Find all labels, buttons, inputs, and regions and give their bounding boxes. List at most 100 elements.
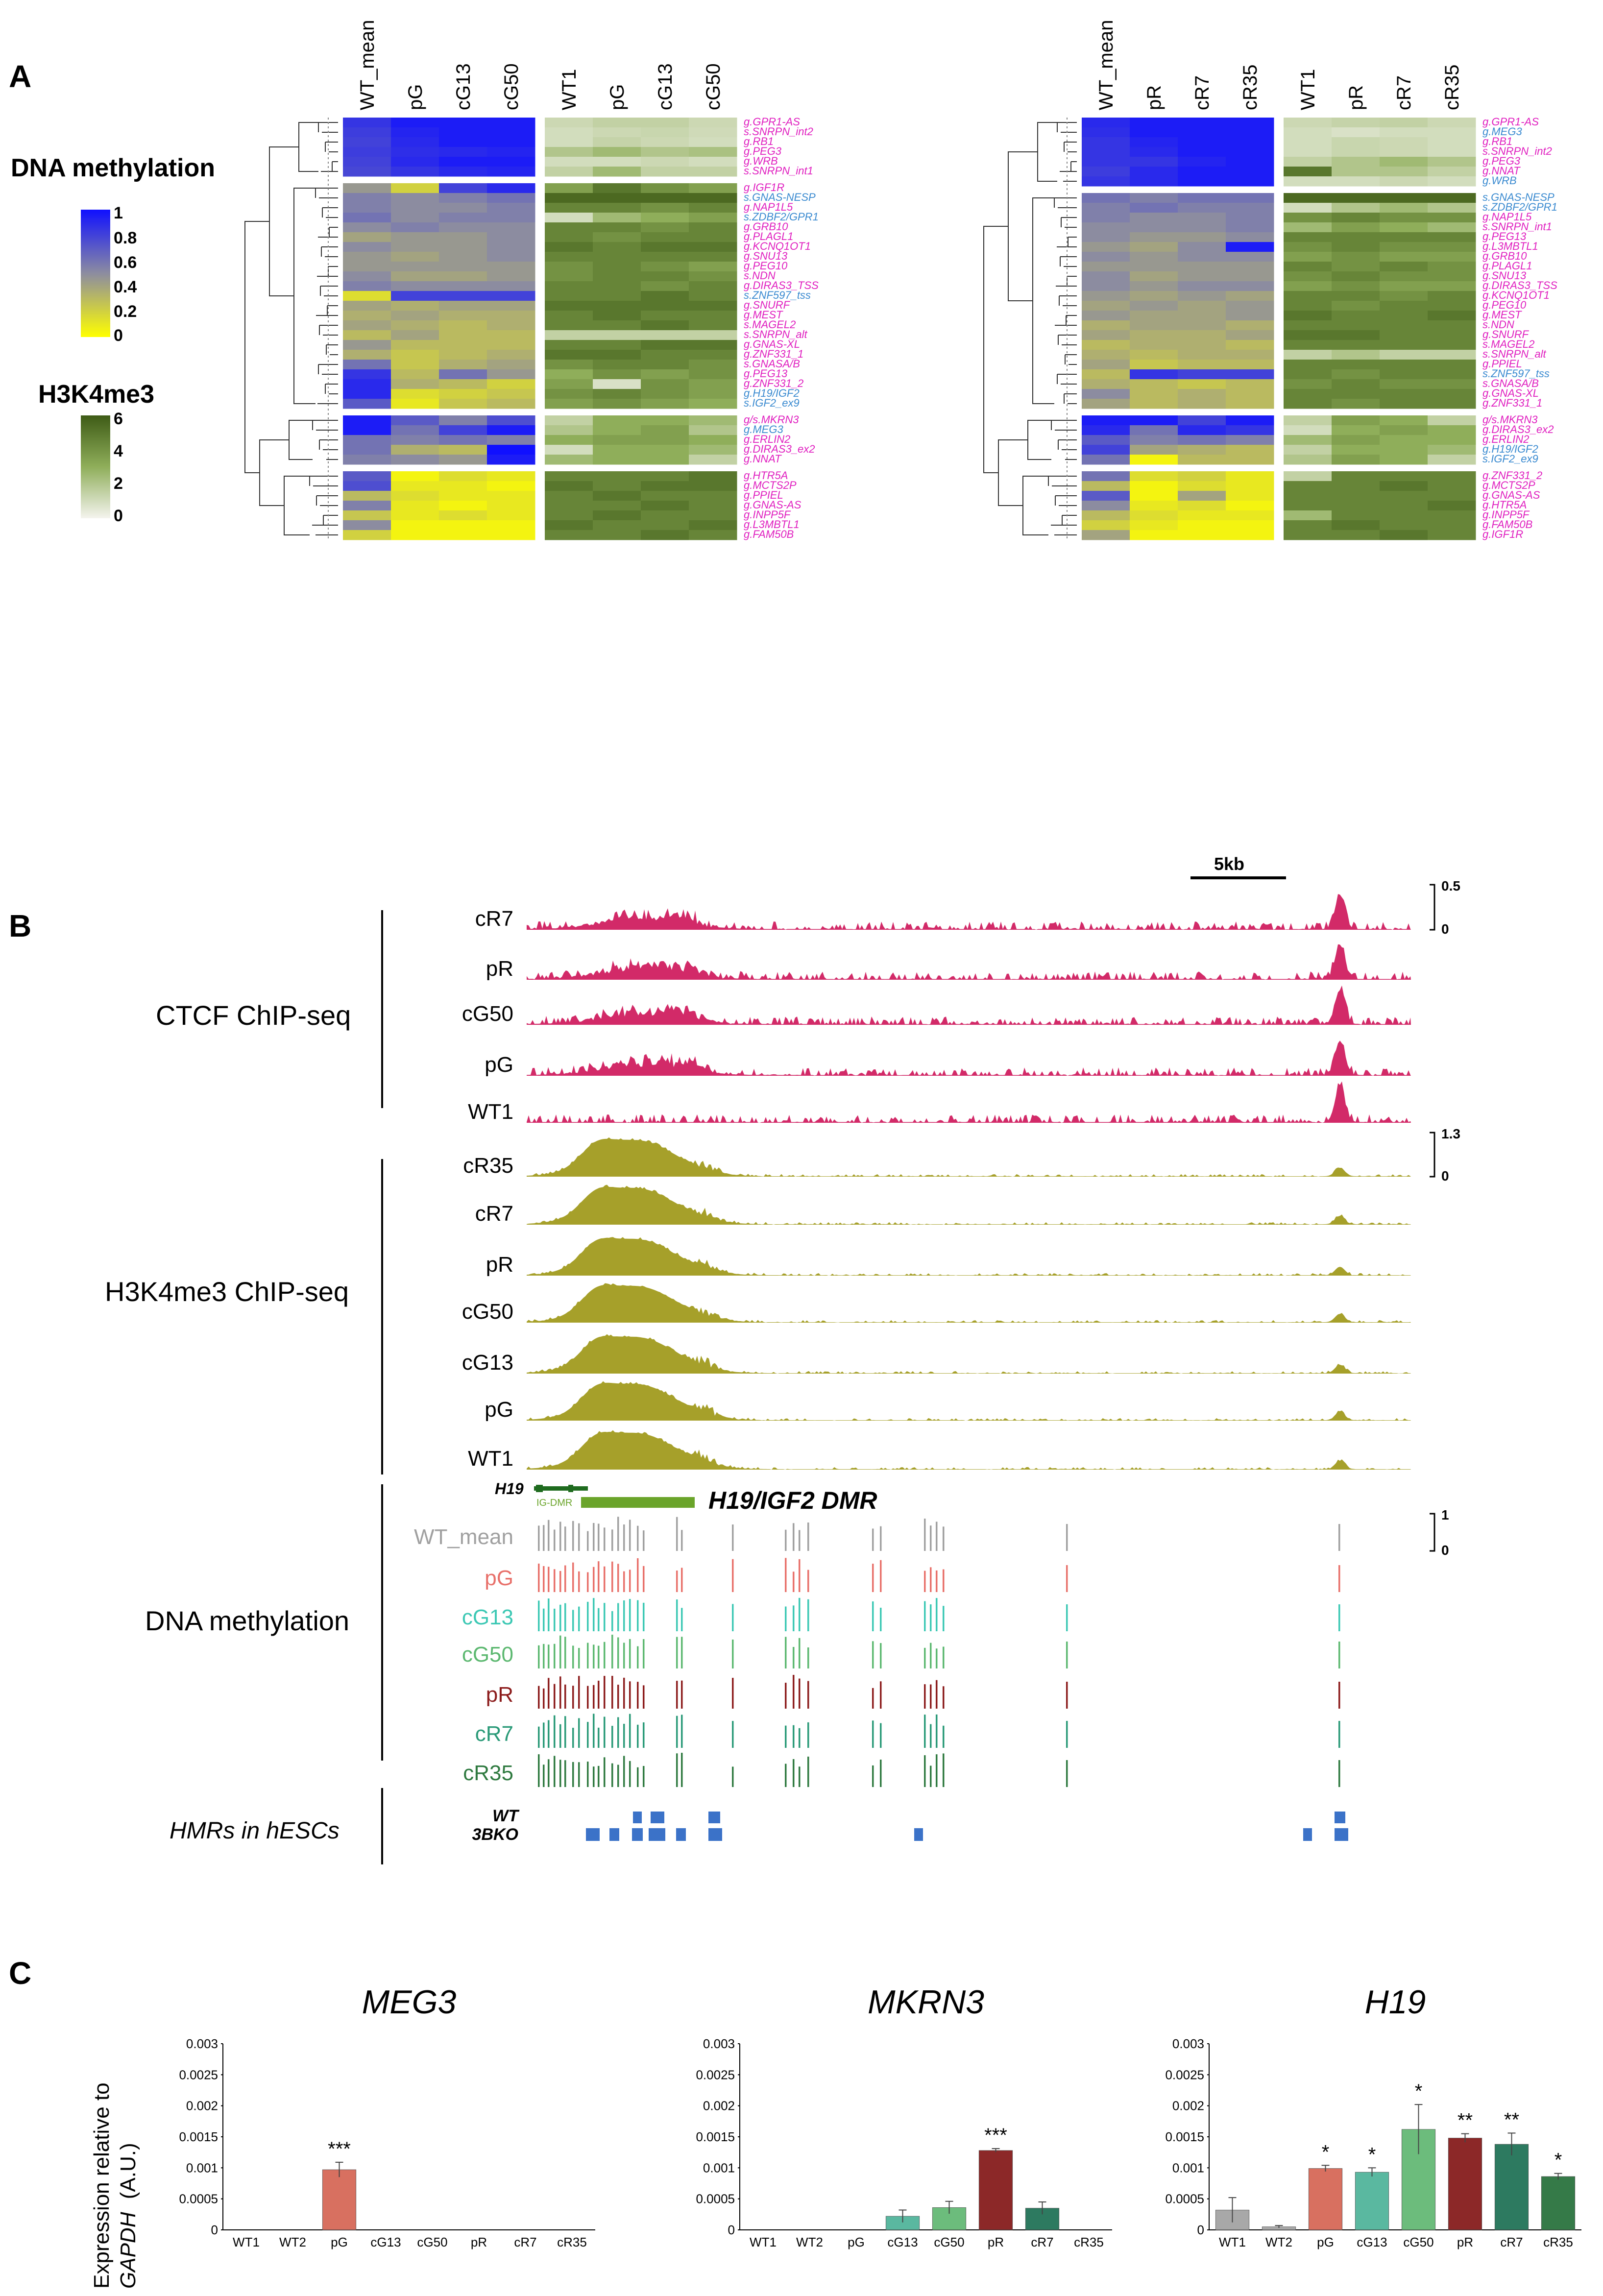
meth-cell [1082, 530, 1130, 540]
meth-cell [1130, 389, 1178, 399]
meth-cell [1178, 193, 1226, 203]
bar [1541, 2176, 1576, 2230]
k4-cell [1284, 455, 1332, 465]
meth-cell [1082, 203, 1130, 213]
meth-cpg-bar [593, 1766, 595, 1787]
k4-cell [593, 379, 641, 389]
k4-cell [1428, 415, 1476, 426]
k4-cell [1284, 167, 1332, 177]
k4-cell [1284, 425, 1332, 435]
meth-cell [391, 252, 439, 262]
meth-cpg-bar [785, 1606, 787, 1631]
k4-cell [1332, 415, 1380, 426]
region-label: g.HTR5A [744, 469, 788, 482]
k4-cell [1284, 118, 1332, 128]
k4-cell [545, 501, 593, 511]
k4-cell [689, 320, 737, 331]
meth-cell [1226, 425, 1274, 435]
meth-cell [1130, 330, 1178, 340]
bar [1494, 2144, 1529, 2230]
k4-cell [1284, 491, 1332, 501]
k4-cell [545, 425, 593, 435]
k4-signal [527, 1137, 1411, 1177]
k4-cell [593, 520, 641, 531]
meth-tick: 1 [114, 204, 123, 222]
meth-cpg-bar [943, 1686, 945, 1709]
region-label: g.DIRAS3_ex2 [1482, 423, 1554, 435]
meth-cell [1082, 471, 1130, 482]
meth-cpg-bar [538, 1645, 540, 1668]
meth-cell [343, 252, 391, 262]
meth-cell [439, 183, 487, 193]
meth-cpg-bar [611, 1611, 613, 1631]
meth-cell [343, 301, 391, 311]
meth-cpg-bar [880, 1560, 882, 1592]
meth-cell [343, 242, 391, 252]
meth-colorbar [81, 210, 110, 337]
meth-cpg-bar [872, 1528, 874, 1551]
k4-cell [1428, 389, 1476, 399]
meth-cell [343, 118, 391, 128]
meth-cell [1178, 167, 1226, 177]
meth-cell [1178, 222, 1226, 233]
bar-charts: MEG3 0 0.0005 0.001 0.0015 0.002 0.0025 0.003 WT… [179, 1983, 1581, 2249]
k4-cell [1284, 222, 1332, 233]
meth-cpg-bar [578, 1606, 580, 1631]
region-label: s.NDN [744, 269, 776, 282]
k4-column-header: cG50 [703, 63, 724, 110]
meth-cpg-bar [936, 1598, 938, 1631]
meth-cell [1178, 127, 1226, 138]
meth-cpg-bar [880, 1681, 882, 1709]
meth-cell [1082, 520, 1130, 531]
y-tick-label: 0.0005 [696, 2192, 735, 2206]
k4-cell [641, 455, 689, 465]
meth-cpg-bar [604, 1603, 606, 1631]
region-label: g.NAP1L5 [1482, 211, 1532, 223]
meth-cell [1226, 350, 1274, 360]
meth-cell [343, 167, 391, 177]
meth-cpg-bar [611, 1561, 613, 1592]
x-tick-label: cG13 [887, 2235, 918, 2249]
meth-cpg-bar [924, 1715, 926, 1748]
meth-column-header: pR [1143, 85, 1165, 110]
meth-cell [1226, 167, 1274, 177]
k4-column-header: cR7 [1393, 75, 1415, 110]
k4-cell [1380, 360, 1428, 370]
scale-bar-label: 5kb [1214, 854, 1244, 874]
meth-cpg-bar [785, 1529, 787, 1551]
k4-cell [641, 491, 689, 501]
meth-column-header: cG50 [501, 63, 522, 110]
meth-cell [487, 530, 535, 540]
region-label: g.PPIEL [744, 489, 783, 501]
k4-cell [545, 360, 593, 370]
meth-cell [1082, 379, 1130, 389]
meth-cell [391, 213, 439, 223]
k4-cell [1380, 301, 1428, 311]
dendrogram-branch [298, 122, 318, 172]
meth-cpg-bar [598, 1608, 600, 1631]
region-label: g.GPR1-AS [1482, 116, 1539, 128]
k4-cell [1380, 471, 1428, 482]
k4-cell [1380, 320, 1428, 331]
region-label: g.GRB10 [744, 220, 788, 233]
meth-cell [343, 311, 391, 321]
panel-a: A DNA methylation 1 0.8 0.6 0.4 [9, 20, 1557, 541]
region-label: g.PEG10 [744, 260, 788, 272]
k4-cell [1284, 281, 1332, 291]
meth-cpg-bar [676, 1517, 678, 1551]
meth-cpg-bar [936, 1754, 938, 1787]
meth-cpg-bar [538, 1686, 540, 1709]
k4-cell [689, 157, 737, 167]
meth-cell [1226, 203, 1274, 213]
y-tick-label: 0.003 [186, 2036, 218, 2051]
k4-column-header: WT1 [559, 69, 580, 110]
hmr-block [609, 1828, 619, 1841]
meth-cpg-bar [564, 1526, 566, 1551]
k4-cell [545, 530, 593, 540]
meth-cell [391, 262, 439, 272]
meth-cell [391, 281, 439, 291]
region-label: g.MEG3 [744, 423, 783, 435]
meth-cell [1178, 147, 1226, 157]
meth-cell [391, 157, 439, 167]
meth-cpg-bar [930, 1765, 932, 1787]
